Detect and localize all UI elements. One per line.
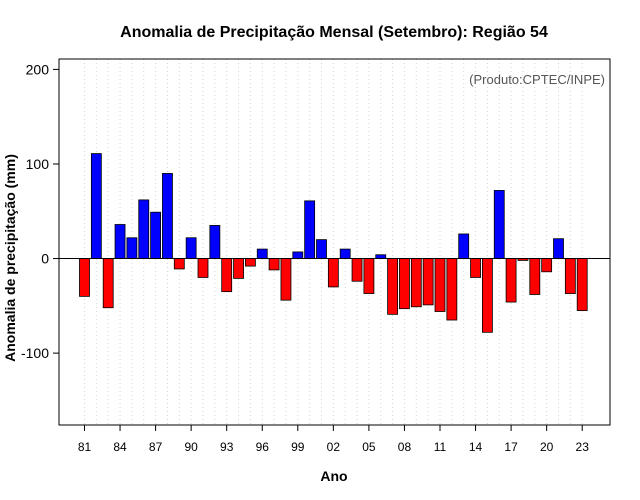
bar-1985 xyxy=(126,237,138,259)
bar-2002 xyxy=(327,258,339,288)
bar-1984 xyxy=(114,224,126,259)
x-tick-label: 81 xyxy=(78,440,92,454)
bar-2009 xyxy=(410,258,422,308)
y-tick-label: 100 xyxy=(26,156,50,172)
bar-2006 xyxy=(375,254,387,259)
bar-1995 xyxy=(244,258,256,267)
x-tick-label: 87 xyxy=(149,440,163,454)
bar-2013 xyxy=(458,233,470,259)
bar-2001 xyxy=(316,239,327,259)
bar-1986 xyxy=(138,199,150,259)
bar-2010 xyxy=(422,258,434,306)
bar-2003 xyxy=(339,248,351,259)
x-tick-label: 93 xyxy=(220,440,234,454)
bar-2008 xyxy=(399,258,410,310)
plot-frame xyxy=(58,58,611,426)
bar-1999 xyxy=(292,251,304,259)
bar-1998 xyxy=(280,258,292,301)
bar-2015 xyxy=(481,258,493,333)
vertical-grid xyxy=(84,59,583,425)
x-tick-label: 17 xyxy=(504,440,518,454)
x-tick-label: 08 xyxy=(398,440,412,454)
x-tick-label: 99 xyxy=(291,440,305,454)
x-tick-label: 96 xyxy=(256,440,270,454)
bar-2021 xyxy=(553,238,564,259)
bar-1991 xyxy=(197,258,209,278)
bar-1982 xyxy=(90,153,102,259)
bar-2022 xyxy=(564,258,576,294)
bar-2007 xyxy=(387,258,399,315)
x-tick-label: 20 xyxy=(540,440,554,454)
credit-text: (Produto:CPTEC/INPE) xyxy=(469,72,605,87)
bar-1992 xyxy=(209,225,221,259)
bar-2012 xyxy=(446,258,458,321)
y-tick-label: 0 xyxy=(41,251,49,267)
y-axis-label: Anomalia de precipitação (mm) xyxy=(2,154,18,362)
bar-1981 xyxy=(79,258,90,297)
bar-2014 xyxy=(470,258,481,278)
x-tick-label: 23 xyxy=(576,440,590,454)
bar-1993 xyxy=(221,258,233,293)
bar-1994 xyxy=(233,258,244,279)
bar-1983 xyxy=(102,258,114,309)
bar-1990 xyxy=(185,237,197,259)
x-tick-label: 02 xyxy=(327,440,341,454)
x-axis-label: Ano xyxy=(320,468,347,484)
x-tick-label: 90 xyxy=(184,440,198,454)
bar-2000 xyxy=(304,200,316,259)
bar-1987 xyxy=(150,211,162,259)
bar-2004 xyxy=(351,258,363,282)
bar-2017 xyxy=(505,258,517,303)
bar-1989 xyxy=(173,258,185,270)
x-tick-label: 84 xyxy=(113,440,127,454)
bar-1996 xyxy=(256,248,268,259)
bar-2016 xyxy=(493,190,505,259)
bar-1997 xyxy=(268,258,280,271)
y-axis: -100 0 100 200 xyxy=(21,61,59,361)
x-tick-label: 11 xyxy=(434,440,447,454)
x-tick-label: 14 xyxy=(469,440,483,454)
bar-2011 xyxy=(434,258,446,312)
bar-2005 xyxy=(363,258,375,294)
x-tick-label: 05 xyxy=(362,440,376,454)
bar-2019 xyxy=(529,258,541,295)
bar-2020 xyxy=(541,258,553,273)
y-tick-label: 200 xyxy=(26,61,50,77)
bar-2023 xyxy=(576,258,588,311)
bar-1988 xyxy=(162,173,173,259)
y-tick-label: -100 xyxy=(21,345,49,361)
bars xyxy=(79,153,588,333)
chart-title: Anomalia de Precipitação Mensal (Setembr… xyxy=(120,24,548,41)
x-axis: 81 84 87 90 93 96 99 02 05 08 11 14 17 20 23 xyxy=(78,425,589,454)
